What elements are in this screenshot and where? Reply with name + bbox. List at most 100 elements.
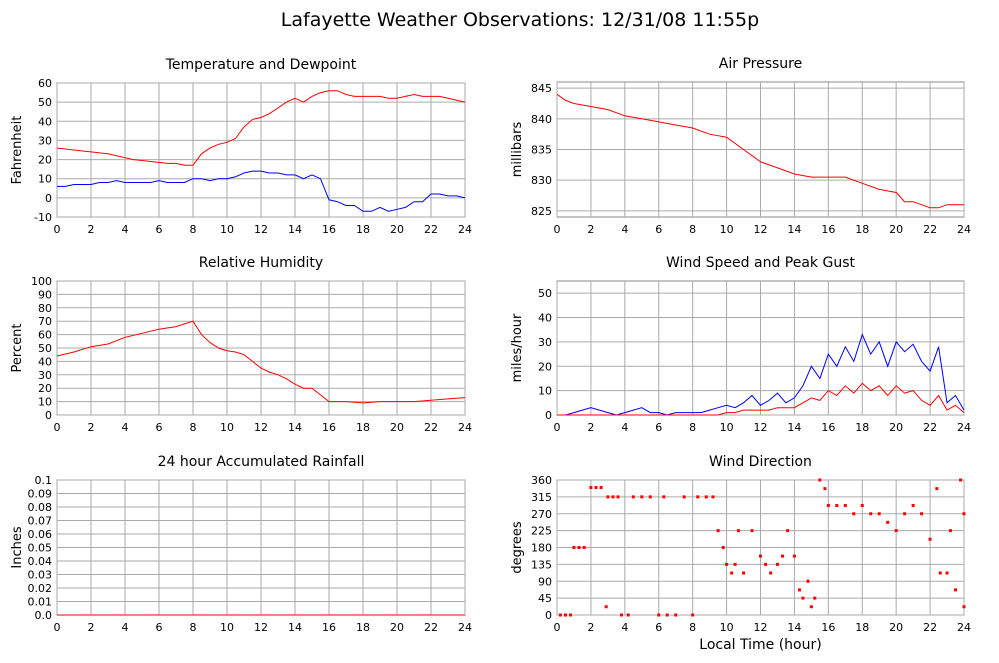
- x-tick-label: 2: [587, 621, 594, 634]
- x-tick-label: 0: [54, 621, 61, 634]
- data-point: [582, 546, 586, 549]
- data-point: [877, 512, 881, 516]
- chart-title: Wind Speed and Peak Gust: [666, 255, 855, 271]
- x-tick-label: 20: [390, 621, 404, 634]
- y-tick-label: -10: [34, 211, 52, 224]
- x-tick-label: 0: [54, 223, 61, 236]
- y-tick-label: 60: [38, 77, 52, 90]
- x-tick-label: 12: [254, 621, 268, 634]
- data-point: [798, 588, 802, 592]
- x-tick-label: 20: [889, 223, 903, 236]
- x-tick-label: 6: [655, 421, 662, 434]
- data-point: [742, 571, 746, 575]
- data-point: [764, 562, 768, 566]
- x-tick-label: 10: [220, 621, 234, 634]
- data-point: [813, 596, 817, 600]
- x-axis-label: Local Time (hour): [699, 637, 821, 653]
- data-point: [665, 613, 669, 617]
- x-tick-label: 16: [322, 421, 336, 434]
- x-tick-label: 0: [554, 421, 561, 434]
- data-point: [945, 571, 949, 575]
- y-axis-label: degrees: [510, 521, 525, 574]
- data-point: [823, 487, 827, 491]
- data-point: [843, 504, 847, 507]
- x-tick-label: 18: [855, 223, 869, 236]
- y-tick-label: 90: [38, 288, 52, 301]
- data-point: [696, 495, 700, 499]
- data-point: [721, 546, 725, 549]
- x-tick-label: 10: [720, 621, 734, 634]
- y-tick-label: 100: [31, 275, 52, 288]
- series-line: [56, 90, 466, 166]
- y-tick-label: 0.0: [35, 609, 53, 622]
- x-tick-label: 16: [821, 621, 835, 634]
- x-tick-label: 10: [720, 223, 734, 236]
- x-tick-label: 14: [787, 621, 801, 634]
- series-line: [557, 382, 965, 416]
- y-tick-label: 20: [538, 360, 552, 373]
- y-tick-label: 0: [45, 409, 52, 422]
- x-tick-label: 24: [458, 621, 472, 634]
- y-tick-label: 0.05: [28, 542, 53, 555]
- data-point: [938, 571, 942, 575]
- chart-title: Wind Direction: [709, 454, 812, 470]
- y-tick-label: 830: [531, 174, 552, 187]
- data-point: [786, 529, 790, 533]
- y-axis-label: Inches: [10, 526, 25, 568]
- x-tick-label: 20: [889, 621, 903, 634]
- x-tick-label: 6: [655, 223, 662, 236]
- x-tick-label: 8: [689, 621, 696, 634]
- data-point: [674, 613, 678, 617]
- x-tick-label: 20: [889, 421, 903, 434]
- x-tick-label: 22: [424, 223, 438, 236]
- y-tick-label: 845: [531, 82, 552, 95]
- data-point: [606, 495, 610, 499]
- y-axis-label: miles/hour: [510, 313, 525, 382]
- chart-panel: 24 hour Accumulated RainfallInches0.00.0…: [10, 454, 472, 634]
- data-point: [860, 504, 864, 507]
- data-point: [928, 537, 932, 541]
- chart-title: Relative Humidity: [199, 255, 323, 271]
- y-tick-label: 0.08: [28, 501, 53, 514]
- y-tick-label: 50: [38, 342, 52, 355]
- data-point: [806, 579, 810, 583]
- x-tick-label: 8: [190, 223, 197, 236]
- x-tick-label: 8: [190, 421, 197, 434]
- x-tick-label: 10: [220, 421, 234, 434]
- x-tick-label: 4: [122, 223, 129, 236]
- y-tick-label: 10: [538, 385, 552, 398]
- series-line: [57, 170, 466, 212]
- x-tick-label: 18: [356, 421, 370, 434]
- x-tick-label: 4: [621, 223, 628, 236]
- x-tick-label: 24: [957, 621, 971, 634]
- x-tick-label: 24: [458, 223, 472, 236]
- data-point: [631, 495, 635, 499]
- series-line: [557, 333, 965, 416]
- y-tick-label: 50: [38, 96, 52, 109]
- x-tick-label: 18: [855, 621, 869, 634]
- x-tick-label: 14: [787, 421, 801, 434]
- data-point: [959, 478, 963, 482]
- x-tick-label: 14: [288, 223, 302, 236]
- y-axis-label: Fahrenheit: [10, 116, 25, 185]
- x-tick-label: 12: [754, 621, 768, 634]
- data-point: [604, 605, 608, 609]
- data-point: [704, 495, 708, 499]
- x-tick-label: 16: [322, 223, 336, 236]
- x-tick-label: 24: [458, 421, 472, 434]
- y-tick-label: 40: [38, 115, 52, 128]
- x-tick-label: 2: [587, 223, 594, 236]
- y-tick-label: 70: [38, 315, 52, 328]
- data-point: [809, 605, 813, 609]
- y-tick-label: 30: [38, 134, 52, 147]
- data-point: [611, 495, 615, 499]
- x-tick-label: 12: [254, 223, 268, 236]
- y-tick-label: 315: [531, 491, 552, 504]
- x-tick-label: 20: [390, 421, 404, 434]
- x-tick-label: 6: [655, 621, 662, 634]
- x-tick-label: 22: [923, 421, 937, 434]
- y-tick-label: 0.03: [28, 569, 53, 582]
- chart-panel: Temperature and DewpointFahrenheit-10010…: [10, 57, 472, 236]
